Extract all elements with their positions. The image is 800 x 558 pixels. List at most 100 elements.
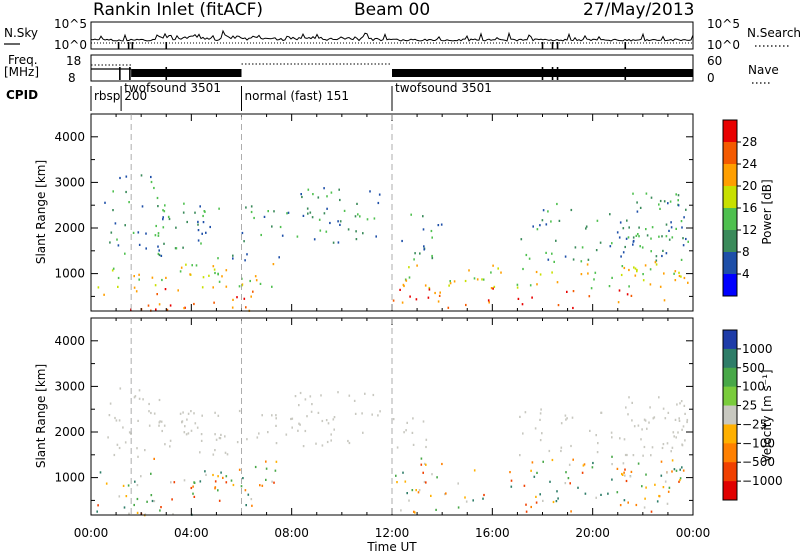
range-cell xyxy=(595,249,598,252)
range-cell xyxy=(154,284,157,287)
range-cell xyxy=(329,221,331,225)
range-cell xyxy=(118,446,121,450)
range-cell xyxy=(654,261,657,264)
range-cell xyxy=(158,303,161,306)
range-cell xyxy=(413,510,415,513)
range-cell xyxy=(337,391,339,394)
range-cell xyxy=(138,389,141,392)
range-cell xyxy=(644,264,647,267)
range-cell xyxy=(541,432,543,435)
range-cell xyxy=(339,223,341,226)
range-cell xyxy=(632,240,635,243)
range-cell xyxy=(629,475,632,478)
range-cell xyxy=(113,453,116,457)
range-cell xyxy=(275,417,277,420)
range-cell xyxy=(291,417,294,420)
range-cell xyxy=(296,235,299,238)
range-cell xyxy=(134,395,137,398)
range-cell xyxy=(321,419,324,423)
range-cell xyxy=(525,510,528,513)
range-cell xyxy=(192,485,194,488)
range-cell xyxy=(674,279,677,282)
range-cell xyxy=(674,270,677,273)
range-cell xyxy=(132,231,135,234)
range-cell xyxy=(137,419,139,422)
range-cell xyxy=(671,459,674,462)
range-cell xyxy=(490,271,492,274)
range-cell xyxy=(536,228,539,231)
range-cell xyxy=(659,199,662,203)
power-colorbar-label: Power [dB] xyxy=(760,179,774,244)
range-cell xyxy=(136,511,139,514)
range-cell xyxy=(326,440,329,444)
range-cell xyxy=(584,492,587,495)
range-cell xyxy=(624,474,626,477)
range-cell xyxy=(679,402,681,405)
range-cell xyxy=(641,485,643,488)
range-cell xyxy=(184,306,186,309)
range-cell xyxy=(622,462,625,465)
range-cell xyxy=(250,205,253,208)
range-cell xyxy=(372,393,375,397)
range-cell xyxy=(186,418,188,421)
range-cell xyxy=(473,469,476,472)
range-cell xyxy=(447,306,450,309)
range-cell xyxy=(160,254,163,257)
range-cell xyxy=(525,503,527,506)
range-cell xyxy=(675,193,677,196)
range-cell xyxy=(685,237,687,241)
range-cell xyxy=(521,303,524,306)
range-cell xyxy=(111,269,114,272)
range-cell xyxy=(265,467,268,470)
range-cell xyxy=(231,306,234,309)
range-cell xyxy=(607,492,609,495)
range-cell xyxy=(245,206,247,209)
range-cell xyxy=(404,480,407,483)
y-tick-label: 4000 xyxy=(54,334,85,348)
range-cell xyxy=(281,234,284,237)
range-cell xyxy=(531,296,533,299)
range-cell xyxy=(663,272,665,275)
range-cell xyxy=(236,441,239,444)
colorbar-frame xyxy=(722,329,738,501)
range-cell xyxy=(681,466,683,469)
colorbar-swatch xyxy=(723,424,737,444)
x-tick-label: 20:00 xyxy=(575,526,610,540)
range-cell xyxy=(637,462,640,465)
range-cell xyxy=(671,236,674,239)
velocity-colorbar-label: Velocity [m s⁻¹] xyxy=(760,369,774,462)
range-cell xyxy=(597,442,599,445)
range-cell xyxy=(636,268,638,272)
range-cell xyxy=(626,293,629,296)
range-cell xyxy=(492,287,494,290)
range-cell xyxy=(572,290,575,293)
range-cell xyxy=(422,471,424,474)
range-cell xyxy=(159,420,161,423)
range-cell xyxy=(681,428,683,431)
x-tick-label: 00:00 xyxy=(676,526,711,540)
colorbar-swatch xyxy=(723,208,737,231)
range-cell xyxy=(193,495,196,498)
range-cell xyxy=(221,275,223,278)
range-cell xyxy=(224,451,227,454)
power-panel: 1000 2000 3000 4000 Slant Range [km] 28 24 20… xyxy=(34,113,774,312)
range-cell xyxy=(254,275,257,278)
range-cell xyxy=(609,213,611,216)
range-cell xyxy=(273,481,275,484)
y-tick-label: 3000 xyxy=(54,379,85,393)
range-cell xyxy=(678,417,680,420)
range-cell xyxy=(326,207,328,210)
range-cell xyxy=(572,258,575,261)
nave-tick-top: 60 xyxy=(707,54,722,68)
range-cell xyxy=(464,279,467,283)
range-cell xyxy=(637,233,639,236)
range-cell xyxy=(110,231,113,234)
range-cell xyxy=(408,499,410,502)
range-cell xyxy=(679,479,681,482)
range-cell xyxy=(611,463,613,466)
range-cell xyxy=(516,286,519,289)
range-cell xyxy=(610,431,613,434)
range-cell xyxy=(150,175,152,179)
range-cell xyxy=(96,510,98,513)
